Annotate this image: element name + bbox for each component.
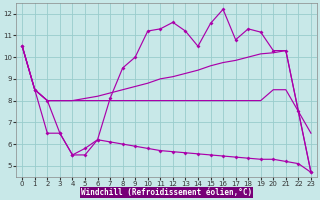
- X-axis label: Windchill (Refroidissement éolien,°C): Windchill (Refroidissement éolien,°C): [81, 188, 252, 197]
